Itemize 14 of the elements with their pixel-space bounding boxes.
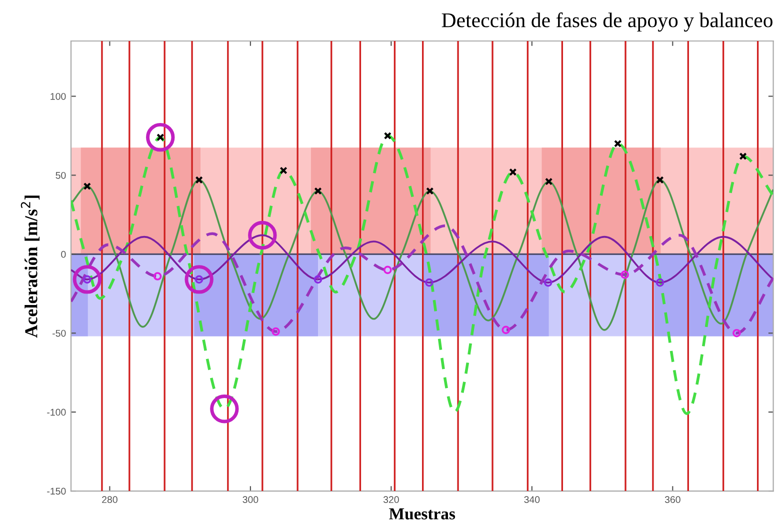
chart-title: Detección de fases de apoyo y balanceo [442, 12, 772, 32]
y-tick-label: 50 [56, 172, 66, 179]
x-tick-label: 300 [242, 496, 258, 504]
y-tick-label: -100 [47, 408, 66, 416]
x-tick-label: 340 [524, 496, 540, 504]
y-tick-label: -50 [52, 330, 66, 337]
y-axis-title: Aceleración [m/s$^{2}$] [20, 196, 40, 338]
y-tick-label: 100 [50, 92, 66, 100]
y-tick-label: -150 [47, 488, 66, 495]
y-tick-label: 0 [61, 250, 66, 258]
x-tick-label: 320 [383, 496, 399, 504]
x-axis-title: Muestras [389, 508, 456, 520]
x-tick-label: 280 [102, 496, 118, 504]
x-tick-label: 360 [664, 496, 680, 504]
